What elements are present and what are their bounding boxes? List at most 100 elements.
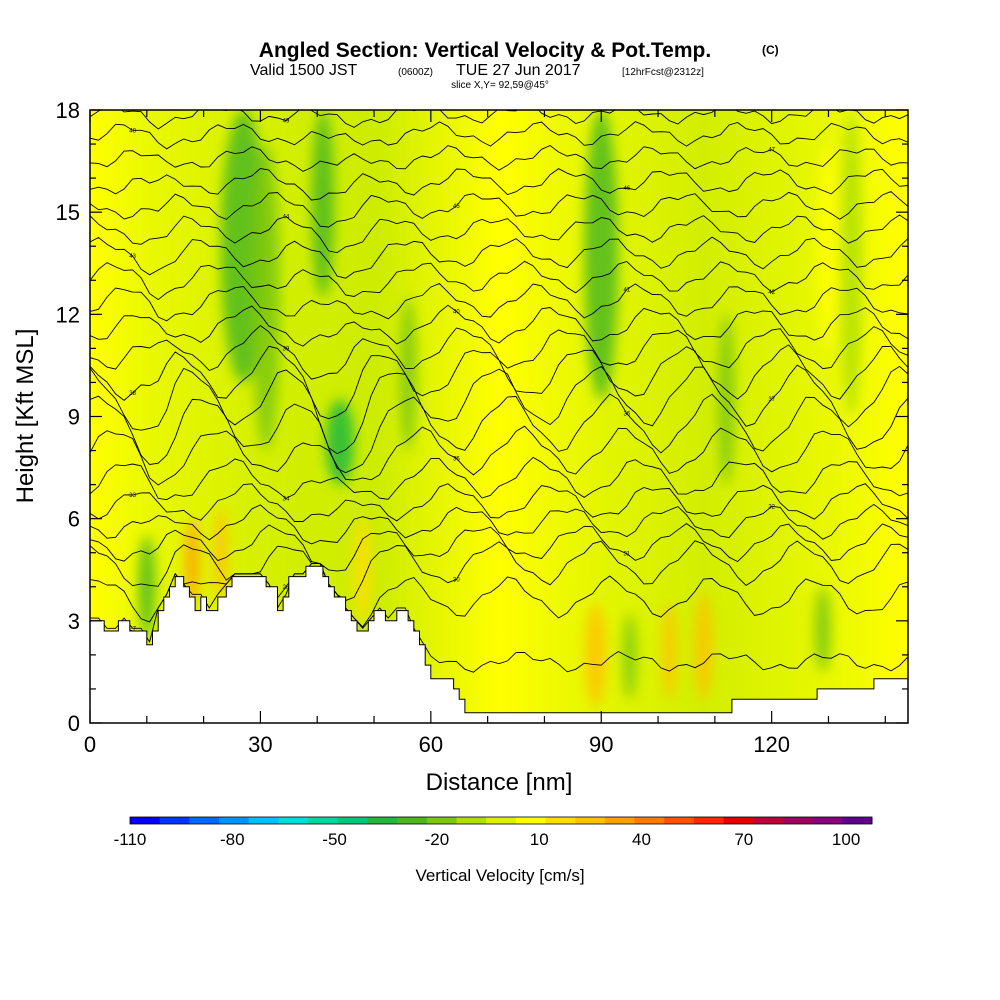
colorbar-label: Vertical Velocity [cm/s] <box>415 866 584 885</box>
isentrope-line <box>90 456 908 501</box>
velocity-band <box>213 508 228 601</box>
isentrope-label: 46 <box>623 186 630 192</box>
colorbar-swatch <box>456 817 487 824</box>
isentrope-line <box>90 483 908 522</box>
colorbar-tick-label: -110 <box>114 830 147 849</box>
isentrope-label: 33 <box>129 493 136 499</box>
velocity-band <box>399 297 417 451</box>
colorbar-tick-label: -50 <box>322 830 347 849</box>
chart-title-mark: (C) <box>762 43 779 57</box>
isentrope-line <box>90 282 908 322</box>
velocity-band <box>662 603 677 700</box>
velocity-band <box>311 110 335 298</box>
isentrope-label: 32 <box>768 504 775 510</box>
velocity-band <box>251 144 281 451</box>
colorbar-swatch <box>545 817 576 824</box>
terrain <box>89 565 909 724</box>
isentrope-line <box>90 304 908 347</box>
colorbar-swatch <box>782 817 814 824</box>
isentrope-label: 42 <box>768 290 775 296</box>
chart-title: Angled Section: Vertical Velocity & Pot.… <box>259 39 711 62</box>
velocity-band <box>839 110 863 417</box>
isentrope-label: 48 <box>129 128 136 134</box>
x-axis-label: Distance [nm] <box>426 769 573 796</box>
velocity-band <box>694 593 713 700</box>
isentrope-label: 44 <box>283 215 290 221</box>
colorbar-frame <box>129 816 873 825</box>
velocity-band <box>493 110 517 383</box>
isentrope-line <box>90 563 908 628</box>
valid-time-line: Valid 1500 JST (0600Z) TUE 27 Jun 2017 [… <box>250 62 704 79</box>
velocity-bands <box>138 110 863 706</box>
valid-time-prefix: Valid 1500 JST <box>250 62 358 79</box>
colorbar-swatch <box>308 817 339 824</box>
isentrope-line <box>90 364 908 455</box>
plot-area: 27 28 30 31 32 33 34 35 36 37 38 39 40 41 42 43 44 45 46 47… <box>89 109 909 724</box>
x-tick-label: 90 <box>589 732 613 757</box>
colorbar-swatch <box>248 817 279 824</box>
colorbar-tick-label: 40 <box>632 830 651 849</box>
colorbar-swatch <box>664 817 695 824</box>
y-tick-label: 6 <box>68 507 80 532</box>
isentropes: 27 28 30 31 32 33 34 35 36 37 38 39 40 41 42 43 44 45 46 47… <box>90 110 908 673</box>
x-tick-label: 60 <box>419 732 443 757</box>
colorbar-tick-label: 100 <box>832 830 860 849</box>
y-tick-label: 0 <box>68 711 80 736</box>
colorbar-swatch <box>515 817 547 824</box>
y-tick-label: 12 <box>56 302 80 327</box>
colorbar-swatch <box>693 817 725 824</box>
colorbar-swatch <box>812 817 843 824</box>
isentrope-line <box>90 425 908 486</box>
colorbar-swatch <box>723 817 754 824</box>
isentrope-line <box>90 325 908 380</box>
valid-date: TUE 27 Jun 2017 <box>456 62 581 79</box>
colorbar-swatch <box>278 817 309 824</box>
isentrope-label: 37 <box>768 397 775 403</box>
colorbar-swatch <box>189 817 220 824</box>
colorbar-swatch <box>367 817 398 824</box>
y-tick-label: 15 <box>56 200 80 225</box>
velocity-band <box>354 518 372 621</box>
isentrope-line <box>90 190 908 228</box>
isentrope-label: 47 <box>768 148 775 154</box>
velocity-band <box>814 586 832 672</box>
colorbar-swatch <box>575 817 606 824</box>
isentrope-line <box>90 144 908 172</box>
x-tick-label: 120 <box>753 732 790 757</box>
velocity-band <box>585 603 606 706</box>
isentrope-label: 41 <box>623 287 630 293</box>
velocity-band <box>138 535 156 638</box>
velocity-band <box>584 110 619 400</box>
isentrope-label: 35 <box>453 456 460 462</box>
isentrope-label: 45 <box>453 204 460 210</box>
isentrope-line <box>90 236 908 279</box>
y-tick-label: 3 <box>68 609 80 634</box>
colorbar-swatch <box>753 817 784 824</box>
colorbar-tick-label: 70 <box>734 830 753 849</box>
velocity-band <box>622 614 637 700</box>
colorbar-swatch <box>159 817 190 824</box>
isentrope-line <box>90 393 908 474</box>
x-axis: 0 30 60 90 120 <box>84 110 886 757</box>
isentrope-label: 30 <box>453 577 460 583</box>
colorbar-tick-label: -20 <box>425 830 450 849</box>
x-tick-label: 30 <box>248 732 272 757</box>
isentrope-label: 49 <box>283 119 290 125</box>
isentrope-line <box>90 121 908 150</box>
isentrope-line <box>90 540 908 602</box>
isentrope-line <box>90 503 908 545</box>
isentrope-line <box>90 214 908 254</box>
x-tick-label: 0 <box>84 732 96 757</box>
velocity-band <box>325 399 355 485</box>
forecast-tag: [12hrFcst@2312z] <box>622 67 704 78</box>
slice-subtitle: slice X,Y= 92,59@45° <box>451 80 549 91</box>
colorbar-swatch <box>842 817 873 824</box>
isentrope-label: 27 <box>129 626 136 632</box>
colorbar-swatch <box>130 817 161 824</box>
y-tick-label: 9 <box>68 405 80 430</box>
colorbar-tick-label: 10 <box>530 830 549 849</box>
valid-time-utc: (0600Z) <box>398 67 433 78</box>
colorbar-swatch <box>426 817 457 824</box>
isentrope-line <box>90 523 908 572</box>
